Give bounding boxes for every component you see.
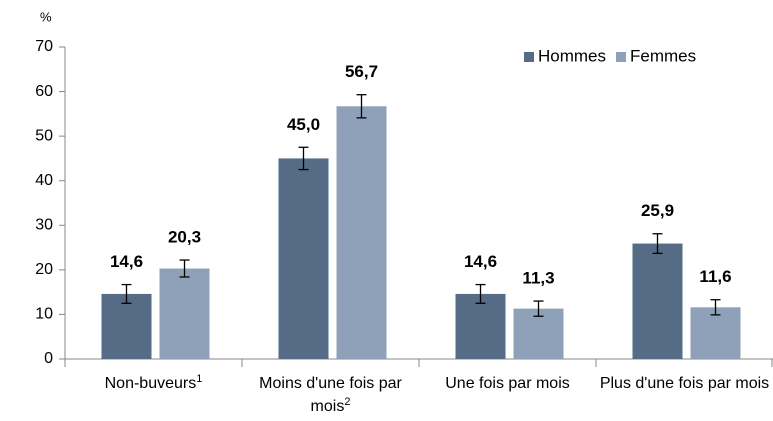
x-tick-label: Moins d'une fois par mois2 [245, 372, 417, 418]
value-label: 56,7 [345, 62, 378, 81]
y-tick-label: 10 [35, 306, 53, 323]
footnote-mark: 1 [196, 373, 203, 385]
y-tick-label: 20 [35, 261, 53, 278]
x-tick-label: Plus d'une fois par mois [599, 372, 771, 395]
value-label: 25,9 [641, 201, 674, 220]
legend-swatch [616, 52, 627, 62]
y-tick-label: 60 [35, 83, 53, 100]
bar [278, 158, 329, 359]
value-label: 20,3 [168, 228, 201, 247]
category-name: Moins d'une fois par mois [259, 375, 402, 415]
category-name: Plus d'une fois par mois [599, 375, 770, 392]
category-name: Non-buveurs [104, 375, 197, 392]
legend-label: Hommes [538, 46, 606, 65]
footnote-mark: 2 [344, 396, 351, 408]
y-tick-label: 0 [44, 350, 53, 367]
value-label: 14,6 [110, 252, 143, 271]
y-tick-label: 40 [35, 172, 53, 189]
value-label: 11,6 [699, 267, 731, 286]
x-tick-label: Non-buveurs1 [68, 372, 240, 395]
y-tick-label: 30 [35, 217, 53, 234]
bar [690, 307, 741, 359]
y-tick-label: 70 [35, 38, 53, 55]
bar [632, 243, 683, 359]
bar [159, 268, 210, 359]
legend-swatch [524, 52, 534, 62]
bar [455, 293, 506, 359]
x-tick-label: Une fois par mois [422, 372, 594, 395]
value-label: 11,3 [522, 269, 554, 288]
category-name: Une fois par mois [445, 375, 570, 392]
value-label: 14,6 [464, 252, 497, 271]
value-label: 45,0 [287, 115, 320, 134]
y-tick-label: 50 [35, 127, 53, 144]
bar [101, 293, 152, 359]
bar [336, 106, 387, 359]
y-axis-label: % [40, 9, 52, 24]
bar [513, 308, 564, 359]
legend-label: Femmes [630, 46, 696, 65]
